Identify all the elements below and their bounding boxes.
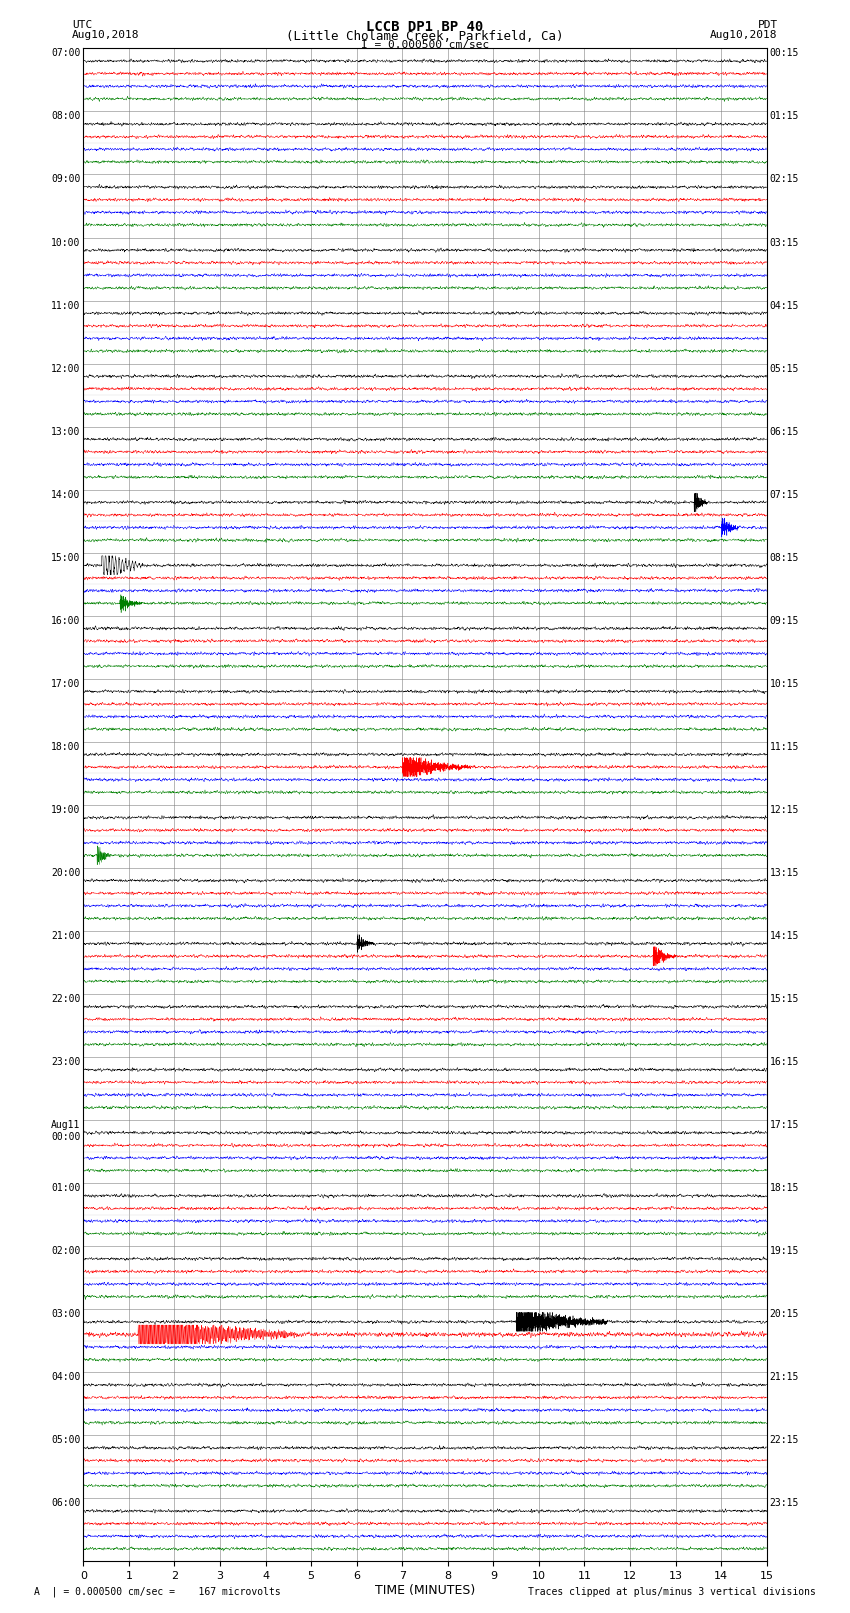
Text: PDT: PDT [757, 19, 778, 31]
Text: A  | = 0.000500 cm/sec =    167 microvolts: A | = 0.000500 cm/sec = 167 microvolts [34, 1586, 280, 1597]
Text: Aug10,2018: Aug10,2018 [711, 31, 778, 40]
Text: I = 0.000500 cm/sec: I = 0.000500 cm/sec [361, 39, 489, 50]
Text: (Little Cholame Creek, Parkfield, Ca): (Little Cholame Creek, Parkfield, Ca) [286, 31, 564, 44]
X-axis label: TIME (MINUTES): TIME (MINUTES) [375, 1584, 475, 1597]
Text: UTC: UTC [72, 19, 93, 31]
Text: Traces clipped at plus/minus 3 vertical divisions: Traces clipped at plus/minus 3 vertical … [528, 1587, 816, 1597]
Text: Aug10,2018: Aug10,2018 [72, 31, 139, 40]
Text: LCCB DP1 BP 40: LCCB DP1 BP 40 [366, 19, 484, 34]
